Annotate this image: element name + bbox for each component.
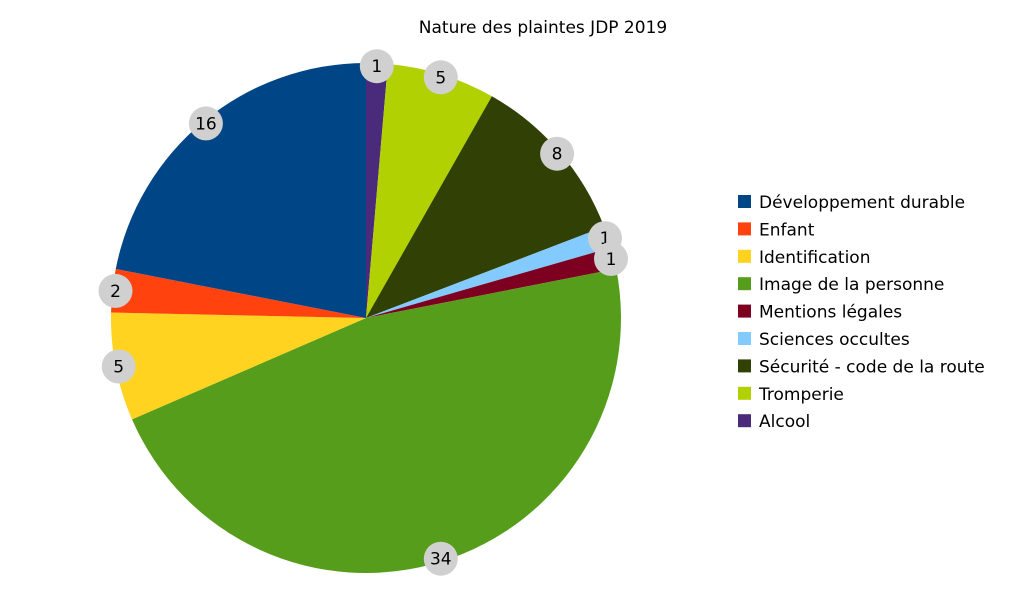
data-label-value: 5 [435,68,446,88]
legend-label: Mentions légales [759,303,902,323]
legend: Développement durable Enfant Identificatio… [738,193,985,432]
data-label-bubble [359,49,394,84]
legend-swatch [738,249,751,263]
data-label-value: 2 [110,282,121,302]
data-label-alcool: 1 [359,49,394,84]
data-label-value: 5 [113,358,124,378]
chart-title: Nature des plaintes JDP 2019 [419,18,667,38]
data-label-value: 16 [195,114,217,134]
data-label-bubble [101,349,136,384]
data-label-mentions-legales: 1 [594,241,628,276]
data-label-bubble [594,241,628,276]
legend-item-developpement-durable: Développement durable [738,193,965,213]
legend-label: Alcool [759,412,810,432]
legend-item-securite-code-de-la-route: Sécurité - code de la route [738,357,985,377]
pie-slice-tromperie [366,63,492,318]
data-label-image-de-la-personne: 34 [423,541,458,576]
pie-slices [111,62,621,573]
pie-slice-identification [111,312,366,420]
data-label-value: 1 [371,57,382,77]
legend-label: Sciences occultes [759,330,910,350]
data-label-value: 34 [430,550,452,570]
data-label-developpement-durable: 16 [188,106,223,141]
legend-swatch [738,414,751,428]
legend-item-identification: Identification [738,248,870,268]
pie-slice-sciences-occultes [366,226,612,318]
data-label-bubble [423,60,458,95]
legend-item-enfant: Enfant [738,220,815,240]
legend-label: Image de la personne [759,275,944,295]
pie-slice-developpement-durable [115,63,367,318]
legend-label: Sécurité - code de la route [759,357,985,377]
legend-swatch [738,386,751,400]
data-label-bubble [423,541,458,576]
pie-slice-mentions-legales [366,247,617,318]
legend-item-sciences-occultes: Sciences occultes [738,330,910,350]
legend-item-image-de-la-personne: Image de la personne [738,275,944,295]
data-label-bubble [188,106,223,141]
legend-swatch [738,195,751,208]
legend-item-mentions-legales: Mentions légales [738,303,902,323]
pie-slice-image-de-la-personne [132,268,621,573]
legend-swatch [738,359,751,373]
legend-label: Tromperie [758,385,844,405]
legend-label: Enfant [759,220,815,240]
pie-slice-enfant [111,268,366,318]
data-label-value: 8 [552,145,563,165]
data-label-tromperie: 5 [423,60,458,95]
data-label-bubble [98,273,133,308]
data-label-enfant: 2 [98,273,133,308]
legend-label: Identification [759,248,870,268]
data-label-identification: 5 [101,349,136,384]
data-label-value: 1 [606,250,617,270]
legend-swatch [738,304,751,318]
legend-item-tromperie: Tromperie [738,385,844,405]
legend-swatch [738,332,751,345]
legend-item-alcool: Alcool [738,412,810,432]
legend-label: Développement durable [759,193,965,213]
data-label-value: 1 [600,229,611,249]
legend-swatch [738,277,751,291]
data-label-bubble [540,136,575,171]
pie-slice-alcool [366,62,388,318]
data-label-securite-code-de-la-route: 8 [540,136,575,171]
legend-swatch [738,222,751,236]
